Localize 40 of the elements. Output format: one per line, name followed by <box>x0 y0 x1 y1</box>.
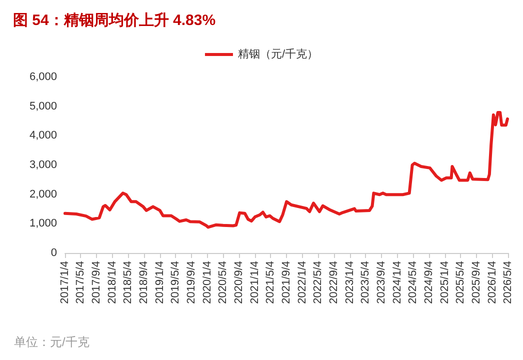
x-tick-label: 2018/9/4 <box>138 261 150 304</box>
x-tick-label: 2025/9/4 <box>470 261 483 304</box>
y-tick-label: 4,000 <box>29 130 57 142</box>
y-tick-label: 3,000 <box>29 159 57 171</box>
x-tick-label: 2017/5/4 <box>74 261 87 304</box>
x-tick-label: 2020/1/4 <box>201 261 214 304</box>
text: 单位：元/千克 <box>14 335 90 349</box>
x-tick-label: 2026/1/4 <box>486 261 498 304</box>
x-tick-label: 2023/9/4 <box>375 261 388 304</box>
x-tick-label: 2022/9/4 <box>328 261 340 304</box>
x-tick-label: 2019/5/4 <box>170 261 182 304</box>
x-tick-label: 2021/5/4 <box>264 261 277 304</box>
x-tick-label: 2021/1/4 <box>248 261 261 304</box>
x-tick-label: 2025/1/4 <box>438 261 451 304</box>
x-tick-label: 2021/9/4 <box>280 261 293 304</box>
x-tick-label: 2022/1/4 <box>296 261 308 304</box>
x-tick-label: 2019/9/4 <box>186 261 198 304</box>
y-tick-label: 0 <box>50 247 57 259</box>
x-tick-label: 2023/1/4 <box>344 261 356 304</box>
x-tick-label: 2020/9/4 <box>233 261 246 304</box>
x-tick-label: 2024/9/4 <box>423 261 436 304</box>
x-tick-label: 2018/5/4 <box>122 261 134 304</box>
x-tick-label: 2017/1/4 <box>59 261 71 304</box>
y-tick-label: 2,000 <box>29 188 57 200</box>
y-tick-label: 6,000 <box>29 71 57 83</box>
x-tick-label: 2024/5/4 <box>407 261 420 304</box>
x-tick-label: 2022/5/4 <box>312 261 324 304</box>
x-tick-label: 2023/5/4 <box>359 261 372 304</box>
y-tick-label: 1,000 <box>29 218 57 230</box>
x-tick-label: 2017/9/4 <box>90 261 103 304</box>
x-tick-label: 2025/5/4 <box>454 261 467 304</box>
x-tick-label: 2024/1/4 <box>391 261 404 304</box>
line-series <box>64 110 509 229</box>
x-tick-label: 2026/5/4 <box>502 261 514 304</box>
legend-label: 精铟（元/千克） <box>238 48 318 60</box>
x-tick-label: 2018/1/4 <box>106 261 118 304</box>
chart-title: 图 54：精铟周均价上升 4.83% <box>13 12 216 29</box>
x-tick-label: 2020/5/4 <box>217 261 230 304</box>
x-tick-label: 2019/1/4 <box>154 261 166 304</box>
y-tick-label: 5,000 <box>29 100 57 112</box>
